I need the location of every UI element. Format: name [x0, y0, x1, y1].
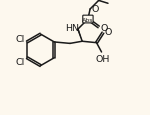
Text: Cl: Cl: [15, 58, 25, 67]
Text: O: O: [92, 5, 99, 14]
Polygon shape: [77, 30, 82, 42]
Text: O: O: [100, 24, 108, 33]
Text: HN: HN: [65, 24, 79, 33]
Text: Cl: Cl: [15, 34, 25, 43]
Text: OH: OH: [96, 55, 110, 64]
Text: Abs: Abs: [82, 17, 94, 22]
FancyBboxPatch shape: [83, 16, 93, 24]
Text: O: O: [105, 28, 112, 37]
